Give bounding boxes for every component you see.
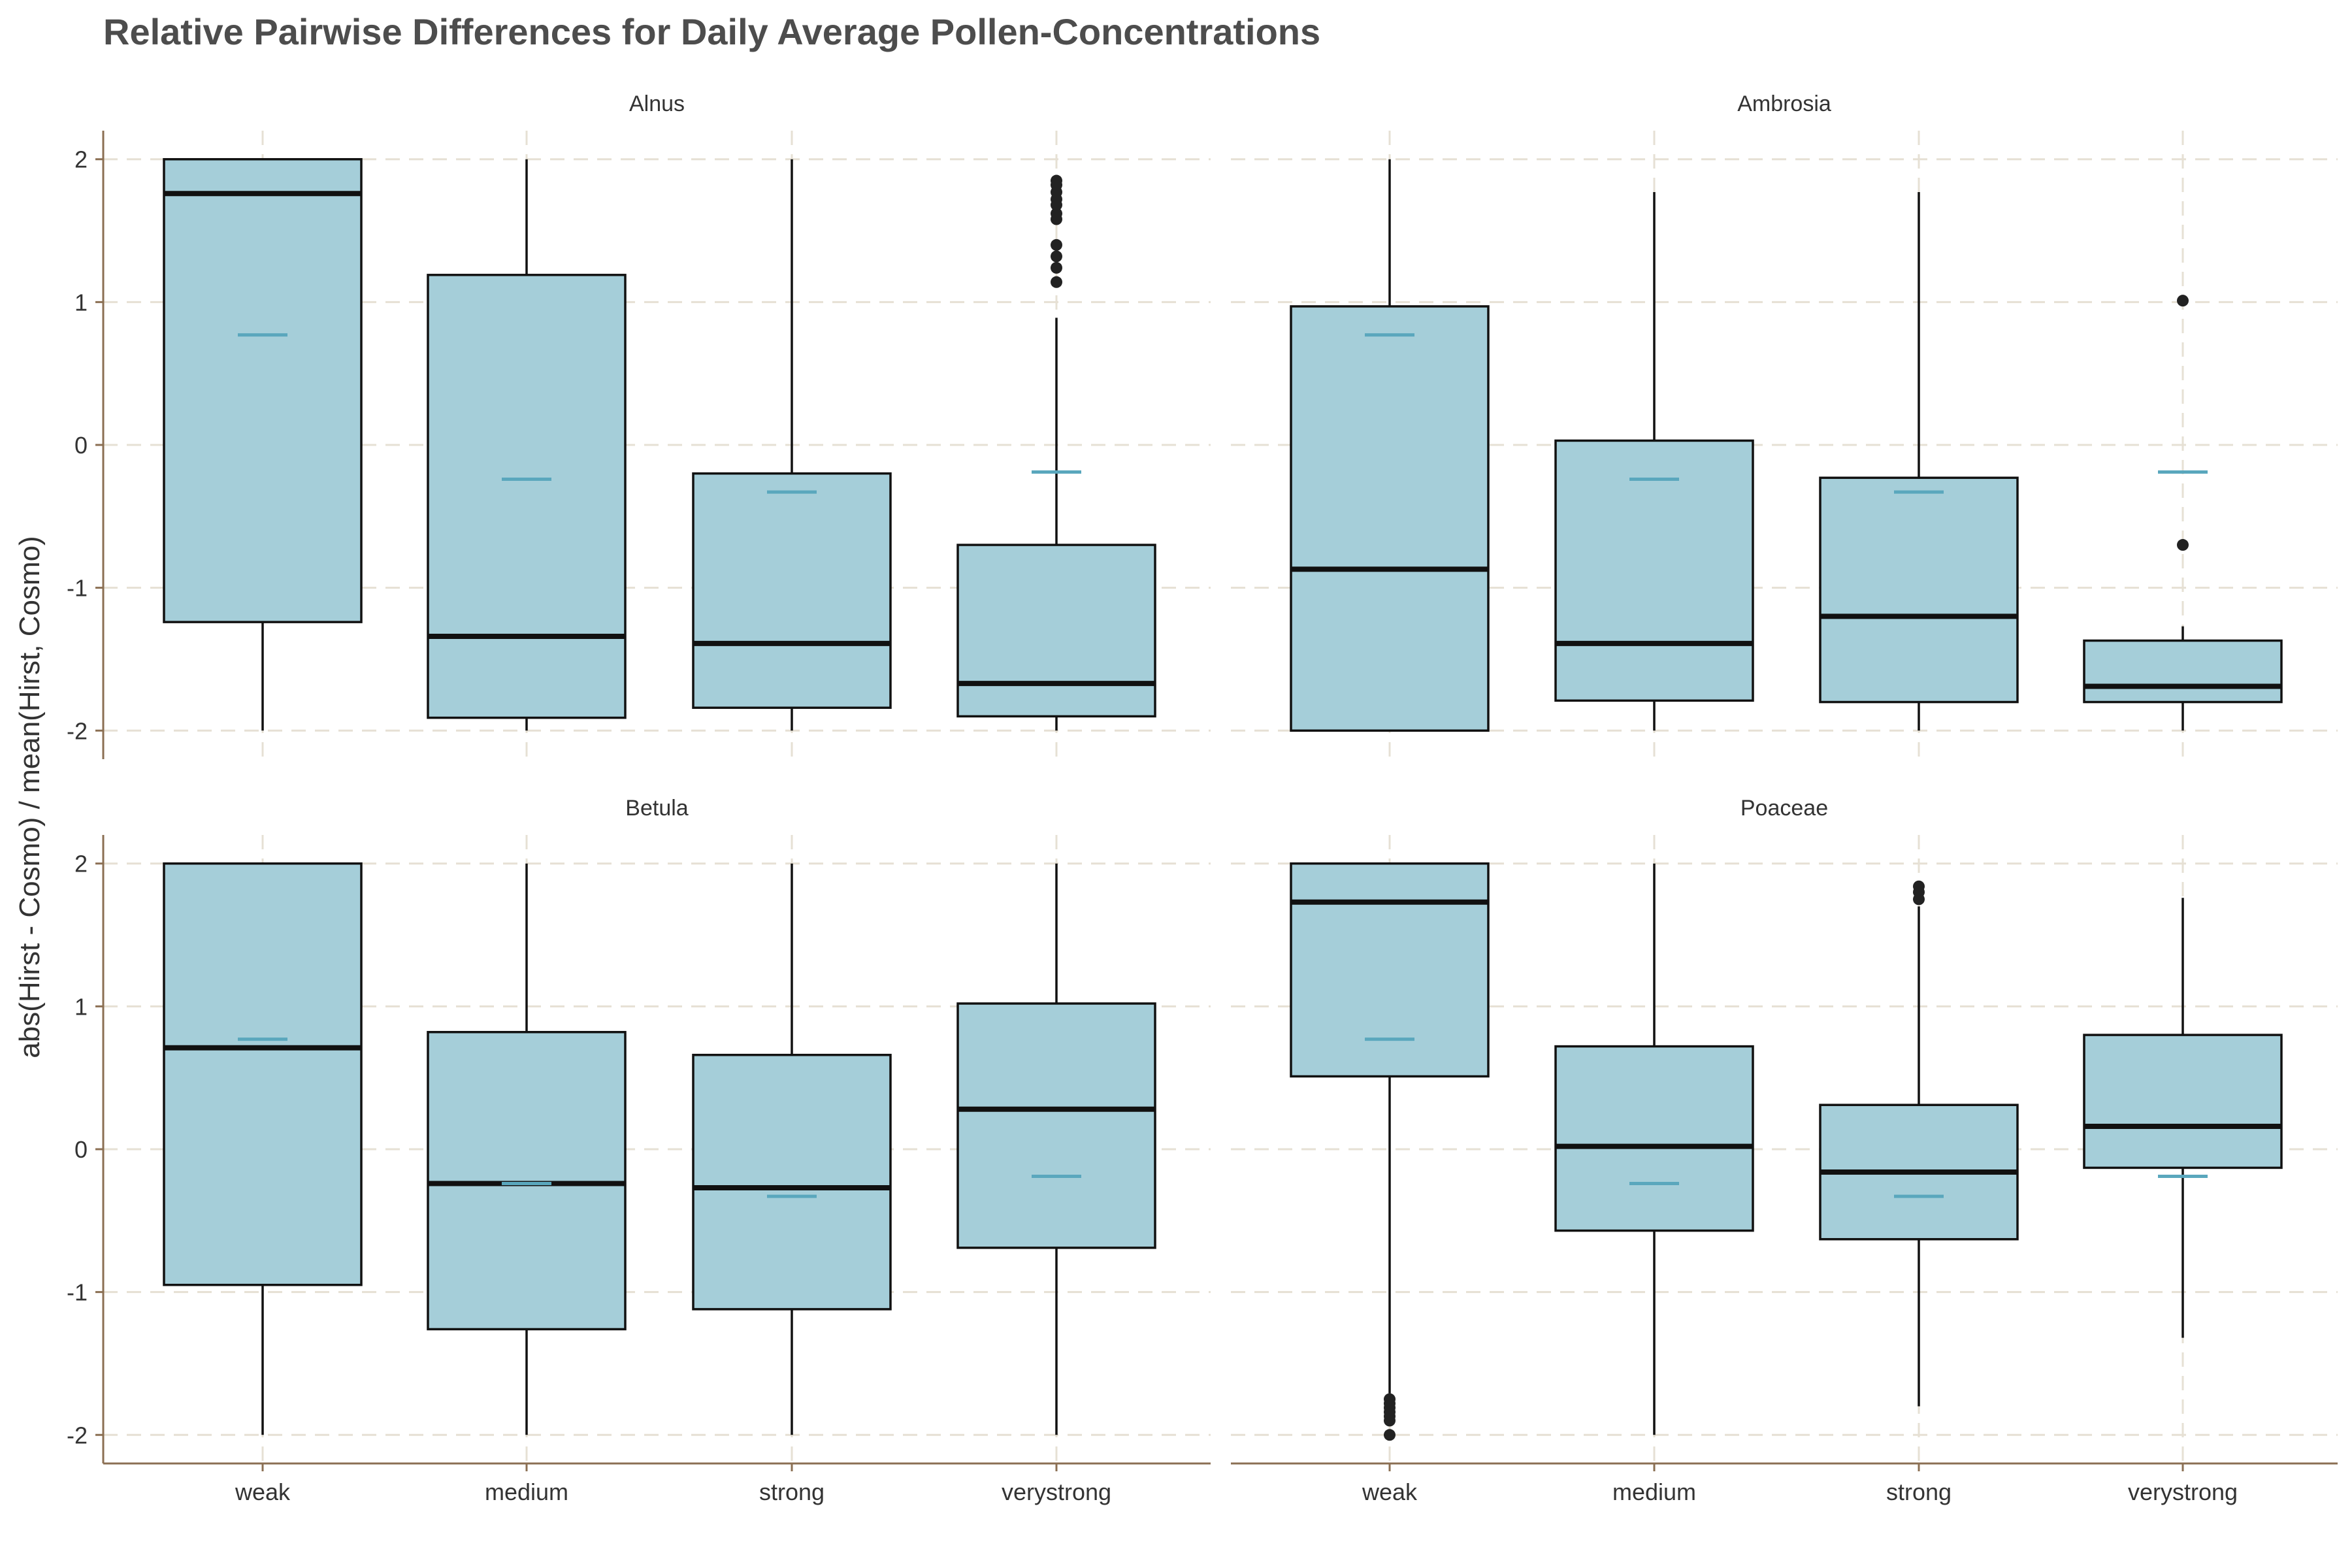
x-tick-label: verystrong bbox=[1002, 1478, 1111, 1505]
outlier-point bbox=[1051, 261, 1062, 274]
x-tick-label: weak bbox=[235, 1478, 291, 1505]
panel-strip-label: Alnus bbox=[629, 91, 685, 116]
panel-strip-label: Betula bbox=[625, 796, 688, 821]
panel-alnus: Alnus 2 1 0 -1 -2 bbox=[67, 91, 1211, 759]
y-tick-label: 0 bbox=[74, 1136, 88, 1163]
y-tick-label: -1 bbox=[67, 575, 88, 602]
iqr-box bbox=[2083, 1034, 2283, 1169]
iqr-box bbox=[1819, 476, 2019, 704]
outlier-point bbox=[1384, 1429, 1396, 1441]
y-tick-label: 2 bbox=[74, 146, 88, 173]
panel-betula: Betula 2 1 0 -1 -2 weak medium strong verystrong bbox=[67, 796, 1211, 1505]
outlier-point bbox=[2177, 539, 2189, 551]
box-weak bbox=[1290, 159, 1490, 732]
outlier-point bbox=[1051, 207, 1062, 220]
y-tick-label: -1 bbox=[67, 1279, 88, 1306]
box-strong bbox=[692, 863, 892, 1435]
iqr-box bbox=[1290, 305, 1490, 732]
iqr-box bbox=[956, 544, 1156, 718]
y-axis-label: abs(Hirst - Cosmo) / mean(Hirst, Cosmo) bbox=[14, 536, 46, 1058]
outlier-point bbox=[1051, 238, 1062, 251]
y-tick-label: 0 bbox=[74, 432, 88, 459]
iqr-box bbox=[427, 1030, 627, 1331]
x-tick-label: medium bbox=[1612, 1478, 1696, 1505]
chart-title: Relative Pairwise Differences for Daily … bbox=[103, 11, 1320, 52]
panel-strip-label: Ambrosia bbox=[1737, 91, 1831, 116]
outlier-point bbox=[2177, 295, 2189, 307]
box-medium bbox=[427, 159, 627, 731]
outlier-point bbox=[1913, 880, 1925, 892]
iqr-box bbox=[163, 157, 363, 623]
panel-poaceae: Poaceae weak medium strong verystrong bbox=[1231, 796, 2338, 1505]
box-verystrong bbox=[956, 863, 1156, 1435]
outlier-point bbox=[1384, 1414, 1396, 1427]
iqr-box bbox=[163, 862, 363, 1286]
panel-ambrosia: Ambrosia bbox=[1231, 91, 2338, 759]
iqr-box bbox=[1290, 862, 1490, 1078]
box-strong bbox=[692, 159, 892, 731]
outlier-point bbox=[1051, 174, 1062, 187]
panel-strip-label: Poaceae bbox=[1740, 796, 1828, 821]
x-tick-label: strong bbox=[1886, 1478, 1952, 1505]
x-tick-label: weak bbox=[1362, 1478, 1418, 1505]
box-strong bbox=[1819, 192, 2019, 731]
box-verystrong bbox=[2083, 898, 2283, 1338]
iqr-box bbox=[2083, 639, 2283, 704]
box-weak bbox=[163, 157, 363, 731]
iqr-box bbox=[956, 1002, 1156, 1249]
box-medium bbox=[1554, 863, 1754, 1435]
box-weak bbox=[163, 862, 363, 1435]
iqr-box bbox=[692, 1053, 892, 1311]
y-tick-label: 1 bbox=[74, 993, 88, 1020]
iqr-box bbox=[692, 472, 892, 710]
y-tick-label: 1 bbox=[74, 289, 88, 316]
y-tick-label: -2 bbox=[67, 717, 88, 744]
x-tick-label: medium bbox=[485, 1478, 568, 1505]
x-tick-label: verystrong bbox=[2128, 1478, 2238, 1505]
iqr-box bbox=[427, 274, 627, 719]
box-medium bbox=[1554, 192, 1754, 731]
outlier-point bbox=[1051, 250, 1062, 263]
box-strong bbox=[1819, 880, 2019, 1407]
facet-panels: Alnus 2 1 0 -1 -2 Ambrosia Betula 2 1 0 -1 -2 weak med… bbox=[67, 91, 2338, 1505]
box-medium bbox=[427, 863, 627, 1435]
x-tick-label: strong bbox=[759, 1478, 825, 1505]
box-verystrong bbox=[956, 174, 1156, 731]
box-verystrong bbox=[2083, 295, 2283, 731]
iqr-box bbox=[1554, 1045, 1754, 1232]
y-tick-label: -2 bbox=[67, 1422, 88, 1448]
iqr-box bbox=[1554, 439, 1754, 702]
y-tick-label: 2 bbox=[74, 851, 88, 877]
box-weak bbox=[1290, 862, 1490, 1441]
outlier-point bbox=[1051, 276, 1062, 288]
